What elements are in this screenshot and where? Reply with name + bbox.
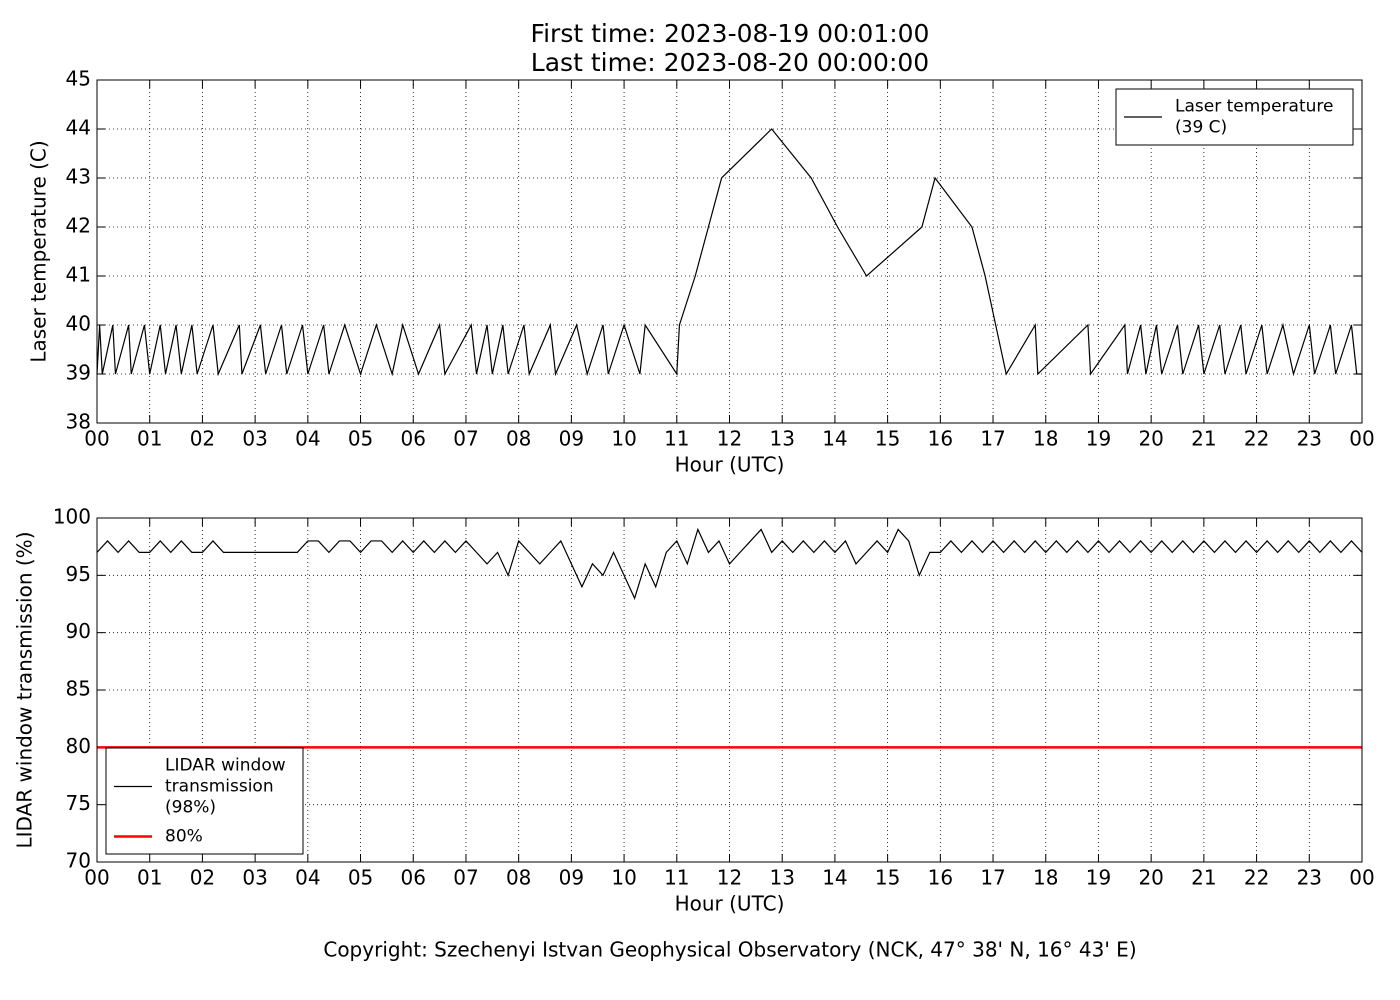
y-axis-label: Laser temperature (C) (27, 140, 51, 362)
x-tick-label: 21 (1191, 866, 1216, 890)
x-tick-label: 22 (1244, 866, 1269, 890)
x-tick-label: 10 (611, 866, 636, 890)
x-tick-label: 16 (928, 866, 953, 890)
x-tick-label: 08 (506, 427, 531, 451)
x-tick-label: 22 (1244, 427, 1269, 451)
x-tick-label: 05 (348, 866, 373, 890)
x-tick-label: 15 (875, 866, 900, 890)
y-tick-label: 90 (66, 619, 91, 643)
x-tick-label: 21 (1191, 427, 1216, 451)
y-tick-label: 95 (66, 562, 91, 586)
x-tick-label: 20 (1138, 427, 1163, 451)
x-tick-label: 01 (137, 427, 162, 451)
x-tick-label: 03 (242, 866, 267, 890)
title-line: First time: 2023-08-19 00:01:00 (531, 19, 930, 48)
x-tick-label: 18 (1033, 427, 1058, 451)
x-tick-label: 01 (137, 866, 162, 890)
data-line (96, 128, 1362, 377)
x-tick-label: 20 (1138, 866, 1163, 890)
y-tick-label: 44 (66, 116, 91, 140)
title-line: Last time: 2023-08-20 00:00:00 (531, 48, 929, 77)
x-tick-label: 19 (1086, 427, 1111, 451)
x-axis-label: Hour (UTC) (675, 892, 785, 916)
y-tick-label: 39 (66, 361, 91, 385)
x-tick-label: 17 (980, 427, 1005, 451)
x-tick-label: 12 (717, 427, 742, 451)
x-tick-label: 09 (559, 866, 584, 890)
plot-frame (96, 517, 1363, 863)
legend-label: (98%) (165, 798, 216, 818)
plot-frame (96, 79, 1363, 424)
y-tick-label: 70 (66, 849, 91, 873)
x-tick-label: 16 (928, 427, 953, 451)
x-tick-label: 11 (664, 866, 689, 890)
x-tick-label: 11 (664, 427, 689, 451)
x-tick-label: 00 (1349, 427, 1374, 451)
x-tick-label: 17 (980, 866, 1005, 890)
x-tick-label: 15 (875, 427, 900, 451)
x-tick-label: 04 (295, 866, 320, 890)
x-tick-label: 04 (295, 427, 320, 451)
x-tick-label: 14 (822, 427, 847, 451)
legend-label: LIDAR window (165, 756, 286, 776)
legend-label: Laser temperature (1175, 97, 1333, 117)
legend-label: 80% (165, 827, 203, 847)
x-tick-label: 19 (1086, 866, 1111, 890)
x-tick-label: 12 (717, 866, 742, 890)
y-tick-label: 80 (66, 734, 91, 758)
y-axis-label: LIDAR window transmission (%) (13, 532, 37, 849)
x-tick-label: 14 (822, 866, 847, 890)
x-tick-label: 23 (1297, 866, 1322, 890)
x-tick-label: 00 (1349, 866, 1374, 890)
x-tick-label: 13 (769, 866, 794, 890)
x-tick-label: 13 (769, 427, 794, 451)
y-tick-label: 75 (66, 791, 91, 815)
x-tick-label: 02 (190, 427, 215, 451)
x-tick-label: 03 (242, 427, 267, 451)
y-tick-label: 40 (66, 312, 91, 336)
x-tick-label: 06 (401, 866, 426, 890)
footer: Copyright: Szechenyi Istvan Geophysical … (323, 938, 1136, 962)
x-tick-label: 02 (190, 866, 215, 890)
y-tick-label: 38 (66, 410, 91, 434)
y-tick-label: 41 (66, 263, 91, 287)
x-tick-label: 09 (559, 427, 584, 451)
y-tick-label: 100 (53, 505, 91, 529)
legend-label: (39 C) (1175, 118, 1227, 138)
x-tick-label: 06 (401, 427, 426, 451)
y-tick-label: 42 (66, 214, 91, 238)
x-axis-label: Hour (UTC) (675, 453, 785, 477)
x-tick-label: 08 (506, 866, 531, 890)
x-tick-label: 10 (611, 427, 636, 451)
legend-label: transmission (165, 777, 274, 797)
data-line (96, 527, 1363, 600)
x-tick-label: 23 (1297, 427, 1322, 451)
x-tick-label: 18 (1033, 866, 1058, 890)
x-tick-label: 00 (84, 427, 109, 451)
x-tick-label: 00 (84, 866, 109, 890)
x-tick-label: 05 (348, 427, 373, 451)
y-tick-label: 85 (66, 677, 91, 701)
y-tick-label: 43 (66, 165, 91, 189)
x-tick-label: 07 (453, 866, 478, 890)
y-tick-label: 45 (66, 67, 91, 91)
x-tick-label: 07 (453, 427, 478, 451)
